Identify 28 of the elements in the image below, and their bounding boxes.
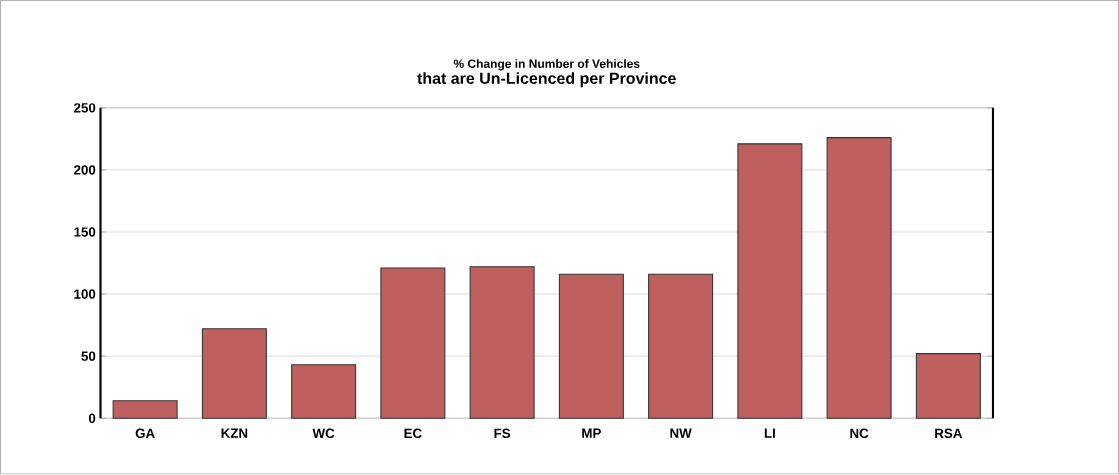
bar (915, 353, 981, 419)
bar (112, 400, 178, 419)
x-tick-label: MP (582, 428, 601, 438)
x-tick-label: WC (312, 428, 335, 439)
bar (380, 267, 446, 419)
bar (737, 143, 803, 419)
y-tick-label: 0 (88, 413, 96, 424)
y-tick-label: 100 (74, 289, 96, 299)
x-tick-label: GA (135, 428, 155, 439)
x-tick-label: LI (764, 428, 775, 438)
x-tick-label: NW (670, 428, 692, 438)
y-tick-label: 50 (81, 351, 96, 362)
bar (291, 364, 357, 419)
bar (469, 266, 535, 419)
chart-title: % Change in Number of Vehicles (453, 59, 640, 71)
chart-subtitle: that are Un-Licenced per Province (417, 72, 676, 88)
bar (826, 137, 892, 419)
y-tick-label: 200 (74, 165, 96, 175)
y-tick-label: 150 (74, 227, 96, 237)
x-tick-label: EC (404, 428, 422, 439)
x-tick-label: NC (850, 428, 869, 439)
bar (201, 328, 267, 419)
x-tick-label: FS (494, 428, 511, 439)
y-tick-label: 250 (74, 103, 96, 113)
x-tick-label: KZN (221, 428, 248, 438)
bar (648, 273, 714, 419)
bar (558, 273, 624, 419)
x-tick-label: RSA (935, 428, 963, 439)
